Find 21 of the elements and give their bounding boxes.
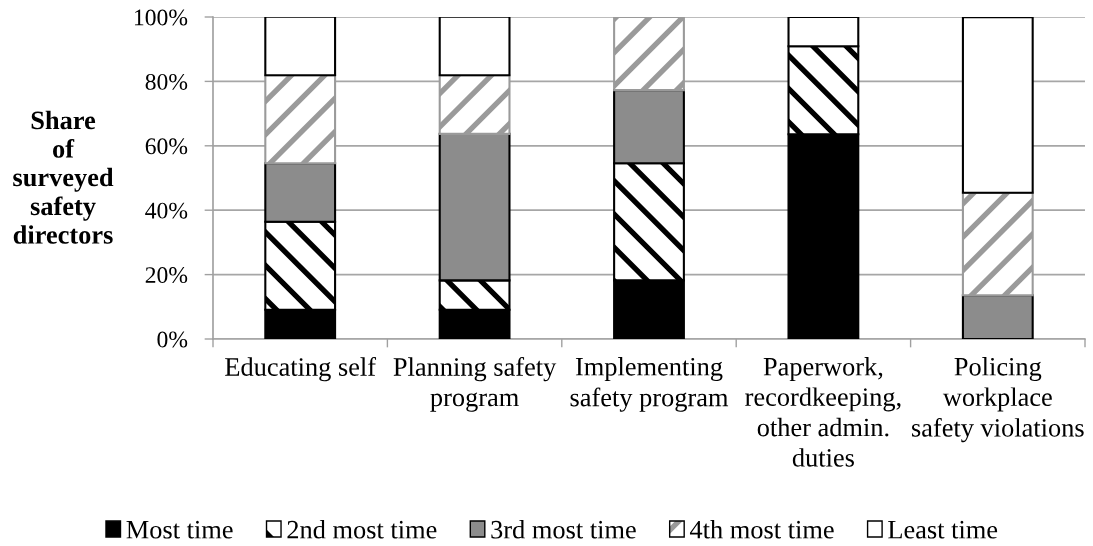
bar: [264, 17, 337, 77]
y-tick-label: 80%: [145, 73, 188, 90]
y-tick-label: 20%: [145, 267, 188, 284]
legend-label: Least time: [888, 520, 998, 539]
y-tick-label: 100%: [134, 9, 188, 26]
x-tick-label: Educating self: [225, 357, 377, 382]
legend-label: 3rd most time: [491, 520, 636, 539]
y-tick-label: 40%: [145, 202, 188, 219]
legend-label: 2nd most time: [287, 520, 437, 539]
y-tick-label: 0%: [157, 331, 188, 348]
legend-label: Most time: [126, 520, 233, 539]
y-tick-label: 60%: [145, 138, 188, 155]
legend-label: 4th most time: [689, 520, 834, 539]
x-tick-label: Implementing safety program: [570, 357, 729, 412]
bar: [961, 294, 1034, 339]
x-tick-label: Planning safety program: [393, 357, 557, 412]
bar: [438, 17, 511, 77]
bar: [961, 17, 1034, 194]
x-tick-label: Policing workplace safety violations: [912, 357, 1084, 443]
x-tick-label: Paperwork, recordkeeping, other admin. duties: [745, 357, 901, 467]
y-axis-title: Share of surveyed safety directors: [13, 110, 114, 244]
